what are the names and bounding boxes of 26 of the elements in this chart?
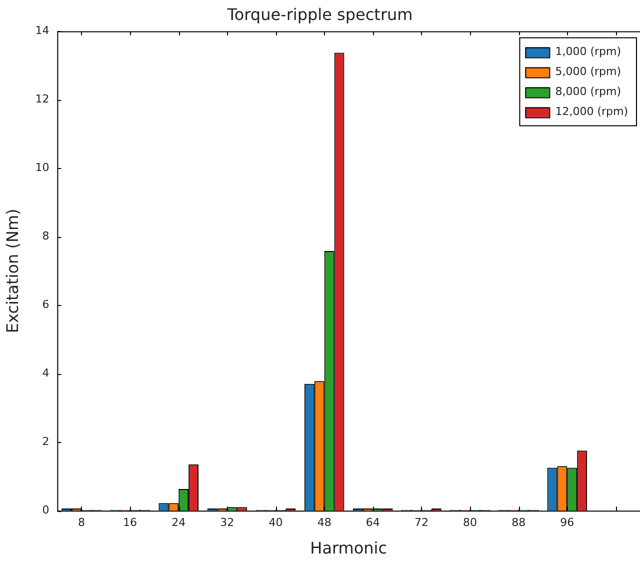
x-tick-label: 48: [317, 516, 332, 530]
x-tick-label: 24: [172, 516, 186, 530]
x-tick-label: 40: [268, 516, 283, 530]
y-tick-label: 12: [35, 92, 50, 106]
x-tick-label: 32: [220, 516, 234, 530]
y-axis-title: Excitation (Nm): [2, 208, 22, 334]
legend-label: 1,000 (rpm): [555, 45, 622, 58]
x-tick-label: 16: [123, 516, 138, 530]
x-tick-label: 8: [78, 516, 85, 530]
y-tick-label: 2: [42, 434, 50, 448]
legend-label: 5,000 (rpm): [555, 65, 622, 78]
y-tick-label: 8: [42, 230, 50, 243]
y-tick-label: 6: [42, 298, 50, 311]
x-tick-label: 72: [414, 516, 428, 530]
y-tick-label: 10: [35, 161, 50, 174]
x-tick-label: 64: [366, 516, 380, 530]
y-tick-label: 4: [42, 366, 50, 380]
legend-label: 8,000 (rpm): [555, 85, 622, 98]
x-axis-title: Harmonic: [310, 538, 388, 558]
chart-title: Torque-ripple spectrum: [226, 4, 413, 24]
x-tick-label: 80: [463, 516, 478, 530]
y-tick-label: 0: [42, 503, 50, 516]
x-tick-label: 96: [560, 516, 574, 530]
legend-label: 12,000 (rpm): [555, 105, 628, 118]
x-tick-label: 88: [512, 516, 526, 530]
y-tick-label: 14: [35, 24, 50, 38]
